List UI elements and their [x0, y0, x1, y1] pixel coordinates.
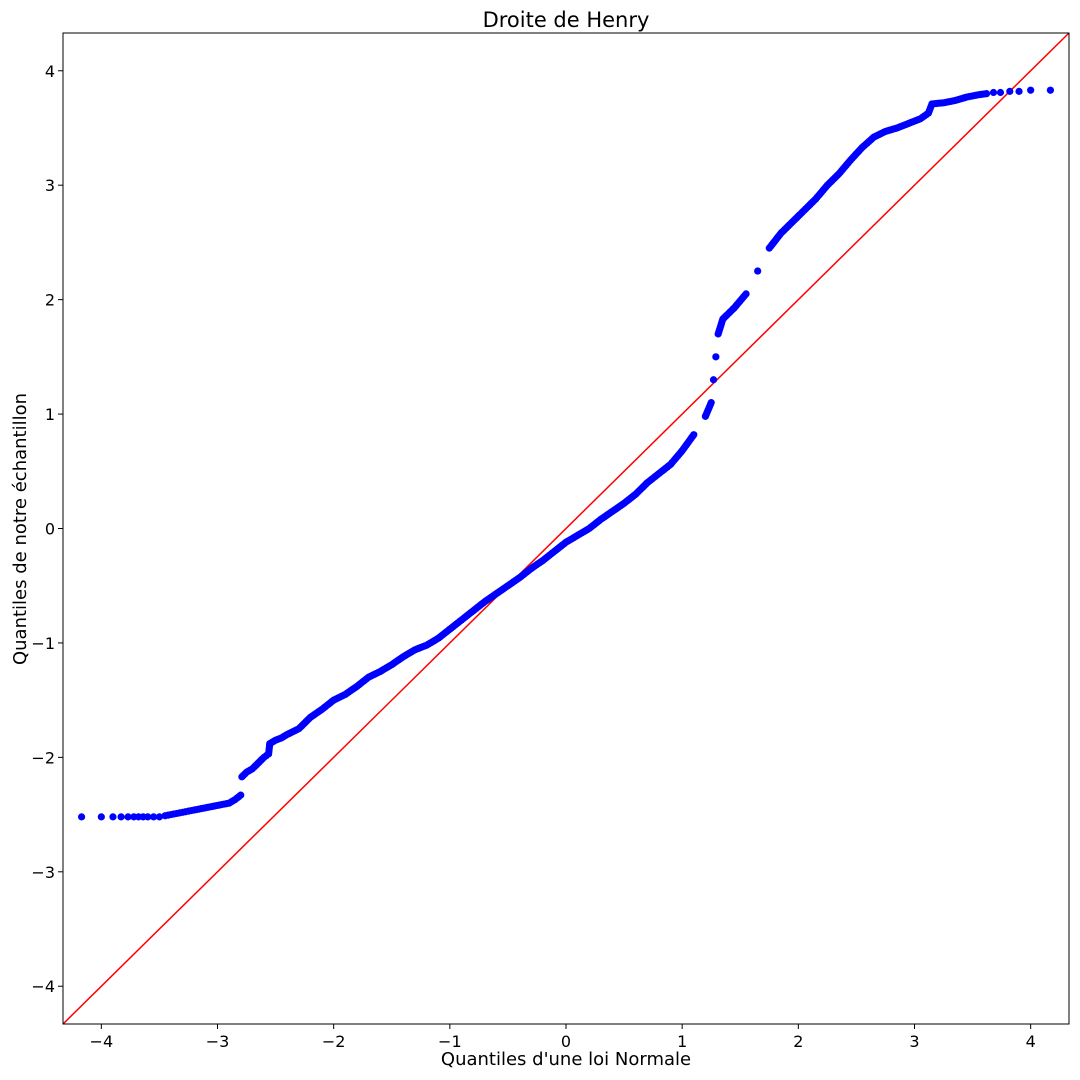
y-tick-label: −2 [31, 748, 55, 767]
x-tick-label: 4 [1026, 1032, 1036, 1051]
sample-points [77, 86, 1055, 821]
data-point [982, 90, 991, 98]
data-point [996, 88, 1005, 97]
y-tick-label: 3 [45, 176, 55, 195]
data-point [1027, 86, 1035, 94]
reference-line [63, 33, 1069, 1024]
y-axis-title: Quantiles de notre échantillon [10, 393, 31, 665]
y-axis-ticks: −4 −3 −2 −1 0 1 2 3 4 [31, 62, 63, 996]
y-tick-label: 4 [45, 62, 55, 81]
x-axis-ticks: −4 −3 −2 −1 0 1 2 3 4 [90, 1024, 1036, 1051]
x-tick-label: 3 [909, 1032, 919, 1051]
x-tick-label: −3 [206, 1032, 230, 1051]
data-point [754, 267, 762, 275]
data-point [690, 431, 698, 439]
chart-title: Droite de Henry [483, 8, 650, 32]
y-tick-label: 0 [45, 520, 55, 539]
y-tick-label: 2 [45, 291, 55, 310]
data-point [707, 399, 715, 407]
data-point [1015, 87, 1023, 95]
data-point [1006, 87, 1014, 95]
y-tick-label: −4 [31, 977, 55, 996]
data-point [124, 813, 132, 821]
data-point [77, 813, 86, 821]
data-point [989, 88, 998, 97]
data-point [117, 813, 125, 821]
data-point [144, 813, 152, 821]
y-tick-label: 1 [45, 405, 55, 424]
plot-area [62, 32, 1070, 1025]
x-tick-label: 2 [793, 1032, 803, 1051]
data-point [712, 353, 720, 361]
y-tick-label: −1 [31, 634, 55, 653]
data-point [742, 290, 750, 298]
data-point [97, 813, 105, 821]
data-point [237, 791, 245, 799]
data-point [150, 813, 158, 821]
x-tick-label: 0 [561, 1032, 571, 1051]
x-tick-label: −4 [90, 1032, 114, 1051]
data-point [109, 813, 117, 821]
data-point [709, 376, 718, 384]
data-point [155, 813, 164, 821]
data-point [1046, 86, 1055, 94]
x-tick-label: −2 [322, 1032, 346, 1051]
y-tick-label: −3 [31, 863, 55, 882]
x-tick-label: 1 [677, 1032, 687, 1051]
x-axis-title: Quantiles d'une loi Normale [441, 1049, 691, 1070]
x-tick-label: −1 [438, 1032, 462, 1051]
